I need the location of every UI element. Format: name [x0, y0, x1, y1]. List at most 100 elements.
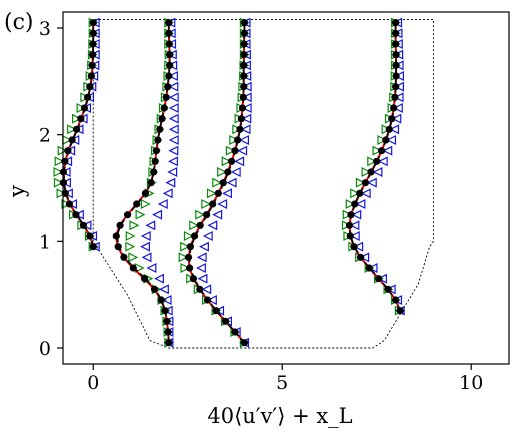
profile-4-triangle-left-marker — [386, 135, 397, 145]
profile-4-dot-marker — [392, 40, 400, 48]
profile-3-triangle-right-marker — [206, 188, 217, 199]
profile-4-dot-marker — [373, 157, 381, 165]
profile-3-dot-marker — [240, 339, 248, 347]
profile-1-triangle-right-marker — [57, 145, 68, 156]
profile-1-dot-marker — [87, 72, 95, 80]
profile-1-dot-marker — [61, 157, 69, 165]
axes-layer: 0 5 10 0 1 2 3 — [39, 11, 510, 394]
profile-1-triangle-right-marker — [76, 103, 87, 113]
profile-2-dot-marker — [120, 253, 128, 261]
profile-2-dot-marker — [161, 307, 169, 315]
profile-2-dot-marker — [162, 93, 170, 101]
profile-2-dot-marker — [157, 296, 165, 304]
profile-2-triangle-left-marker — [168, 71, 178, 81]
profile-4-dot-marker — [350, 243, 358, 251]
profile-2-triangle-left-marker — [154, 273, 164, 284]
profile-3-dot-marker — [231, 328, 239, 336]
profile-2-triangle-right-marker — [129, 220, 140, 231]
profile-1-dot-marker — [89, 19, 97, 27]
profile-3-dot-marker — [240, 83, 248, 91]
profile-4-dot-marker — [392, 61, 400, 69]
profile-4-triangle-left-marker — [389, 124, 400, 135]
profile-3-dot-marker — [203, 211, 211, 219]
profile-3-triangle-left-marker — [222, 188, 233, 199]
profile-2-triangle-left-marker — [168, 113, 179, 124]
profile-3-triangle-left-marker — [237, 145, 248, 156]
profile-4-triangle-left-marker — [377, 156, 388, 167]
profile-2-dot-marker — [164, 328, 172, 336]
profile-3-triangle-left-marker — [240, 124, 251, 135]
profile-3-dot-marker — [209, 200, 217, 208]
profile-2-dot-marker — [141, 275, 149, 283]
profile-2-dot-marker — [165, 40, 173, 48]
profile-2-red-line — [114, 22, 171, 343]
profile-2-triangle-left-marker — [152, 209, 163, 220]
profile-4-dot-marker — [365, 264, 373, 272]
profile-1-dot-marker — [86, 83, 94, 91]
profile-3-triangle-right-marker — [189, 220, 200, 231]
geometry-layer — [92, 19, 434, 349]
x-tick-label: 5 — [276, 372, 288, 394]
profile-4-triangle-left-marker — [394, 71, 404, 81]
profile-1-dot-marker — [64, 147, 72, 155]
profile-3-triangle-right-marker — [225, 145, 236, 156]
profile-3-dot-marker — [240, 51, 248, 59]
profile-1-dot-marker — [80, 104, 89, 112]
y-axis-label: y — [5, 185, 29, 198]
profile-4-dot-marker — [392, 83, 400, 91]
profile-2-dot-marker — [133, 200, 141, 208]
profile-2-triangle-left-marker — [168, 145, 179, 156]
profile-3-triangle-right-marker — [229, 135, 240, 145]
profile-3-dot-marker — [186, 264, 194, 272]
profile-1-triangle-left-marker — [81, 220, 92, 231]
profile-3-triangle-left-marker — [217, 199, 228, 209]
profile-2-dot-marker — [165, 72, 173, 80]
profile-3-dot-marker — [240, 61, 248, 69]
profile-4-triangle-right-marker — [372, 145, 383, 156]
x-tick-label: 10 — [459, 372, 483, 394]
profile-3-triangle-left-marker — [241, 113, 252, 124]
y-tick-label: 1 — [39, 231, 51, 253]
profile-4-triangle-left-marker — [366, 177, 377, 188]
profile-1-triangle-right-marker — [56, 188, 67, 199]
profile-3-triangle-left-marker — [241, 81, 252, 92]
profile-3-dot-marker — [186, 243, 194, 251]
profile-4-dot-marker — [384, 285, 392, 293]
profile-4-dot-marker — [388, 115, 396, 123]
plot-frame — [62, 11, 510, 365]
profile-3-triangle-left-marker — [197, 273, 208, 284]
profile-3-dot-marker — [231, 147, 239, 155]
profile-4-dot-marker — [391, 93, 399, 101]
profile-4-triangle-left-marker — [360, 188, 371, 199]
profile-4-triangle-left-marker — [377, 273, 387, 284]
profile-4-dot-marker — [356, 253, 365, 261]
profile-4-triangle-left-marker — [391, 113, 402, 124]
profile-3-triangle-left-marker — [202, 231, 213, 241]
profile-2-dot-marker — [165, 339, 173, 347]
profile-3-triangle-right-marker — [195, 209, 206, 220]
profile-3-triangle-right-marker — [221, 156, 232, 167]
profile-4-dot-marker — [345, 221, 354, 229]
profile-4-triangle-left-marker — [359, 252, 370, 263]
profile-2-triangle-left-marker — [140, 241, 150, 252]
profile-4-triangle-left-marker — [351, 209, 362, 220]
profile-3-dot-marker — [237, 115, 245, 123]
profile-3-dot-marker — [184, 253, 193, 261]
profile-1-dot-marker — [89, 243, 97, 251]
profile-2-triangle-left-marker — [161, 295, 172, 305]
profile-4-dot-marker — [392, 296, 400, 304]
profile-2-triangle-right-marker — [128, 252, 139, 263]
profile-3-dot-marker — [236, 125, 244, 133]
profile-3-dot-marker — [189, 275, 197, 283]
profile-3-triangle-left-marker — [196, 252, 207, 263]
profile-2-dot-marker — [152, 147, 160, 155]
profile-2-dot-marker — [147, 179, 155, 187]
profile-1-triangle-right-marker — [72, 113, 82, 124]
profile-4-dot-marker — [346, 232, 354, 240]
profile-1-dot-marker — [88, 61, 96, 69]
profile-2-triangle-left-marker — [140, 231, 151, 241]
profile-3-dot-marker — [221, 317, 230, 325]
profile-3-triangle-left-marker — [201, 284, 212, 295]
profile-2-dot-marker — [151, 157, 159, 165]
profile-2-dot-marker — [129, 264, 137, 272]
